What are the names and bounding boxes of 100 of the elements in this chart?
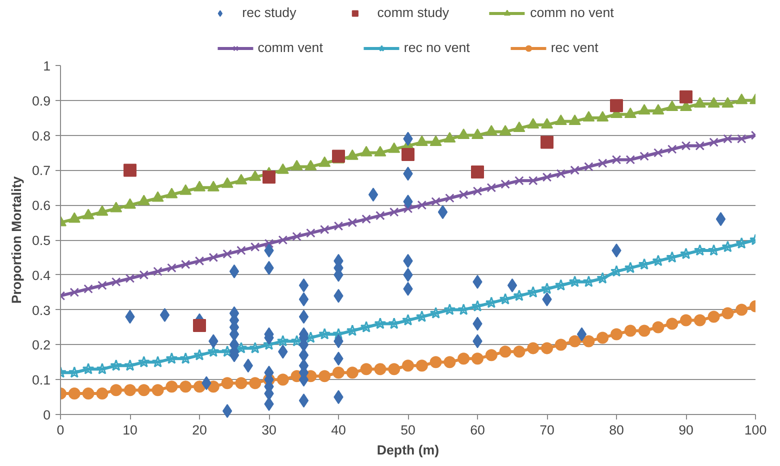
point (318, 328, 331, 340)
point (708, 310, 720, 323)
point (680, 314, 692, 326)
point (430, 135, 442, 146)
point (152, 384, 164, 396)
point (542, 172, 552, 182)
point (541, 118, 553, 129)
point (84, 284, 93, 294)
x-tick-label: 30 (262, 422, 276, 438)
point (499, 293, 512, 305)
point (722, 307, 734, 320)
point (229, 264, 240, 278)
point (610, 328, 622, 340)
point (666, 318, 678, 330)
point (638, 104, 650, 115)
point (276, 163, 289, 174)
point (528, 176, 538, 186)
point (652, 321, 664, 334)
point (568, 335, 581, 348)
x-tick-label: 40 (331, 422, 346, 438)
point (736, 304, 748, 316)
point (193, 319, 206, 332)
point (360, 321, 372, 332)
point (332, 366, 344, 379)
point (360, 146, 372, 156)
point (485, 296, 498, 308)
point (694, 97, 706, 108)
point (654, 148, 663, 158)
point (110, 384, 122, 396)
point (166, 380, 178, 393)
point (111, 277, 121, 287)
point (346, 366, 358, 379)
point (667, 144, 677, 154)
point (723, 134, 732, 144)
point (444, 132, 456, 142)
legend-label: comm vent (258, 40, 323, 55)
point (640, 152, 649, 161)
point (472, 186, 482, 196)
point (624, 324, 636, 337)
point (125, 274, 135, 284)
point (416, 360, 428, 372)
x-tick-label: 70 (540, 422, 554, 438)
point (360, 363, 372, 376)
point (235, 174, 248, 184)
x-tick-label: 100 (744, 422, 767, 438)
point (402, 148, 414, 161)
point (235, 377, 248, 390)
point (222, 249, 232, 259)
x-tick-label: 50 (400, 422, 416, 438)
x-tick-label: 60 (470, 422, 485, 438)
point (346, 149, 358, 160)
point (124, 384, 136, 396)
point (444, 356, 456, 368)
point (298, 348, 309, 362)
point (541, 282, 553, 294)
point (624, 108, 636, 118)
point (207, 345, 220, 357)
point (374, 146, 386, 156)
point (722, 97, 734, 108)
point (709, 138, 718, 147)
point (402, 314, 414, 326)
point (166, 188, 178, 198)
point (368, 188, 378, 202)
y-axis-title: Proportion Mortality (8, 176, 24, 304)
point (430, 307, 442, 318)
point (458, 304, 470, 315)
legend-label: comm study (377, 5, 450, 20)
point (736, 134, 746, 144)
y-tick-label: 0.7 (32, 163, 51, 178)
point (471, 165, 484, 178)
point (458, 190, 468, 200)
point (638, 324, 650, 337)
point (514, 176, 524, 186)
point (82, 208, 94, 220)
point (694, 314, 706, 326)
point (222, 404, 232, 418)
point (249, 170, 262, 181)
point (582, 335, 595, 348)
point (221, 177, 234, 188)
point (596, 272, 609, 284)
point (306, 228, 316, 238)
y-tick-label: 0.1 (32, 372, 51, 388)
point (110, 359, 122, 371)
point (138, 194, 150, 206)
point (332, 328, 344, 340)
point (582, 276, 595, 288)
point (70, 288, 80, 297)
point (612, 155, 622, 164)
point (596, 332, 609, 344)
point (554, 279, 567, 291)
point (68, 388, 80, 400)
y-tick-label: 0.3 (32, 302, 51, 318)
y-tick-label: 0.6 (32, 198, 51, 214)
point (500, 180, 510, 189)
point (652, 104, 664, 115)
point (568, 276, 581, 288)
point (584, 162, 594, 172)
point (180, 260, 190, 270)
point (110, 202, 122, 212)
point (695, 141, 705, 150)
